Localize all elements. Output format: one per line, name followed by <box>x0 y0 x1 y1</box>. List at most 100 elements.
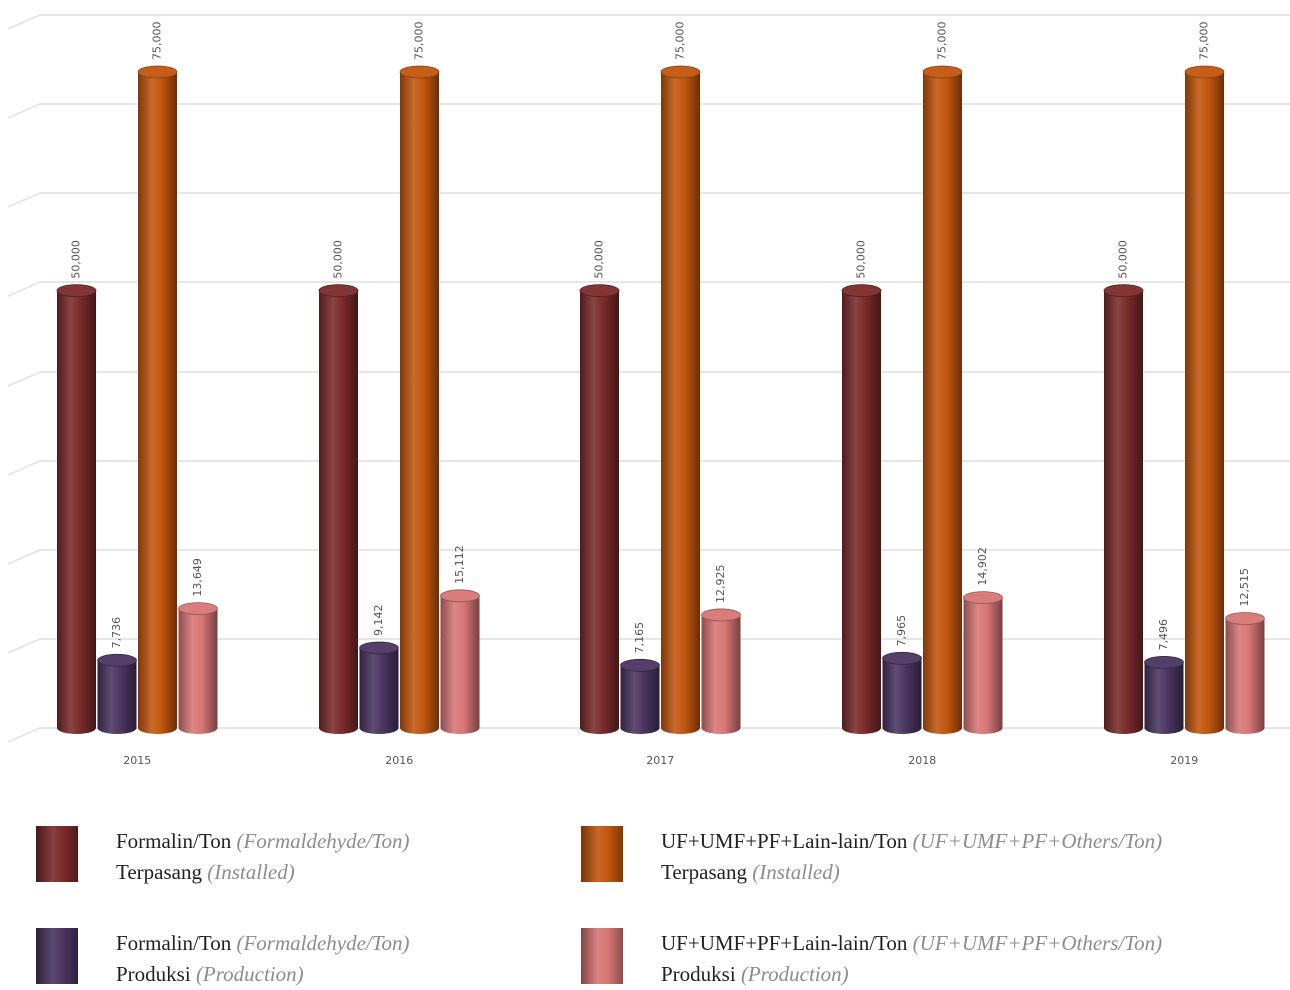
data-label: 50,000 <box>1117 240 1130 279</box>
bar-top <box>882 651 922 665</box>
data-label: 12,925 <box>714 564 727 603</box>
data-label: 13,649 <box>191 558 204 597</box>
legend-item-uf-installed: UF+UMF+PF+Lain-lain/Ton (UF+UMF+PF+Other… <box>581 826 1162 888</box>
gridline <box>7 14 1290 30</box>
bar <box>359 641 399 734</box>
bar-top <box>440 589 480 603</box>
bar <box>701 608 741 734</box>
bar-top <box>1103 284 1144 298</box>
bar-top <box>97 653 137 667</box>
legend-sub: Produksi <box>661 962 736 986</box>
data-label: 7,736 <box>110 617 123 649</box>
data-label: 15,112 <box>453 545 466 584</box>
bar-body <box>359 648 399 734</box>
data-label: 50,000 <box>855 240 868 279</box>
legend-main-translation: (Formaldehyde/Ton) <box>236 829 410 853</box>
legend-main-translation: (Formaldehyde/Ton) <box>236 931 410 955</box>
bar <box>97 653 137 734</box>
bar-top <box>579 284 620 298</box>
bar-body <box>923 72 962 734</box>
bar-top <box>137 65 178 79</box>
bar <box>963 591 1003 734</box>
legend-item-uf-production: UF+UMF+PF+Lain-lain/Ton (UF+UMF+PF+Other… <box>581 928 1162 990</box>
bar-top <box>399 65 440 79</box>
data-label: 50,000 <box>593 240 606 279</box>
legend-main: UF+UMF+PF+Lain-lain/Ton <box>661 829 908 853</box>
bar-body <box>1144 662 1184 734</box>
gridlines <box>7 14 1290 743</box>
data-label: 14,902 <box>976 547 989 586</box>
legend-swatch <box>36 826 78 882</box>
bar-body <box>963 597 1003 734</box>
chart-area: 50,000 7,736 75,000 13,649 50,000 9,142 75,000… <box>7 14 1290 767</box>
bar-body <box>842 290 881 734</box>
bar-body <box>319 290 358 734</box>
x-tick-label: 2016 <box>385 754 413 767</box>
data-label: 7,965 <box>895 615 908 647</box>
bar <box>1144 656 1184 734</box>
legend-main: UF+UMF+PF+Lain-lain/Ton <box>661 931 908 955</box>
bar-chart: 50,000 7,736 75,000 13,649 50,000 9,142 75,000… <box>7 14 1290 767</box>
bar-top <box>318 284 359 298</box>
bar <box>1184 65 1225 734</box>
bar-top <box>701 608 741 622</box>
legend-main-translation: (UF+UMF+PF+Others/Ton) <box>912 931 1163 955</box>
bar-top <box>178 602 218 616</box>
bar-body <box>1104 290 1143 734</box>
bar <box>1225 612 1265 734</box>
bar-series: 50,000 7,736 75,000 13,649 50,000 9,142 75,000… <box>56 22 1265 734</box>
bar-body <box>178 608 218 734</box>
legend-main: Formalin/Ton <box>116 829 232 853</box>
gridline <box>7 103 1290 119</box>
bar-body <box>882 658 922 734</box>
bar <box>399 65 440 734</box>
bar <box>922 65 963 734</box>
data-label: 50,000 <box>332 240 345 279</box>
data-label: 9,142 <box>372 605 385 637</box>
gridline <box>7 460 1290 476</box>
data-label: 75,000 <box>1198 22 1211 61</box>
bar-top <box>620 658 660 672</box>
legend-main-translation: (UF+UMF+PF+Others/Ton) <box>912 829 1163 853</box>
x-tick-label: 2019 <box>1170 754 1198 767</box>
bar <box>841 284 882 734</box>
bar-top <box>841 284 882 298</box>
bar-body <box>97 660 137 734</box>
x-tick-label: 2018 <box>908 754 936 767</box>
legend-sub: Terpasang <box>116 860 202 884</box>
legend-item-formalin-production: Formalin/Ton (Formaldehyde/Ton) Produksi… <box>36 928 410 990</box>
bar <box>579 284 620 734</box>
bar-body <box>138 72 177 734</box>
bar-top <box>922 65 963 79</box>
legend-main: Formalin/Ton <box>116 931 232 955</box>
bar-top <box>1225 612 1265 625</box>
data-label: 7,165 <box>633 622 646 654</box>
x-tick-label: 2015 <box>123 754 151 767</box>
bar-top <box>56 284 97 298</box>
legend-item-formalin-installed: Formalin/Ton (Formaldehyde/Ton) Terpasan… <box>36 826 410 888</box>
legend-swatch <box>581 826 623 882</box>
bar-top <box>1144 656 1184 669</box>
bar-top <box>1184 65 1225 79</box>
bar <box>440 589 480 734</box>
legend-swatch <box>36 928 78 984</box>
data-label: 50,000 <box>70 240 83 279</box>
data-label: 75,000 <box>151 22 164 61</box>
legend-sub: Produksi <box>116 962 191 986</box>
legend-sub-translation: (Production) <box>740 962 849 986</box>
data-label: 75,000 <box>674 22 687 61</box>
bar <box>56 284 97 734</box>
x-axis-labels: 2015 2016 2017 2018 2019 <box>123 754 1198 767</box>
bar <box>620 658 660 734</box>
bar-top <box>660 65 701 79</box>
bar-body <box>620 665 660 734</box>
bar <box>178 602 218 734</box>
bar-body <box>661 72 700 734</box>
bar <box>882 651 922 734</box>
legend-swatch <box>581 928 623 984</box>
gridline <box>7 192 1290 208</box>
data-label: 7,496 <box>1157 619 1170 651</box>
data-label: 12,515 <box>1238 568 1251 607</box>
legend: Formalin/Ton (Formaldehyde/Ton) Terpasan… <box>0 800 1290 986</box>
bar-top <box>359 641 399 655</box>
